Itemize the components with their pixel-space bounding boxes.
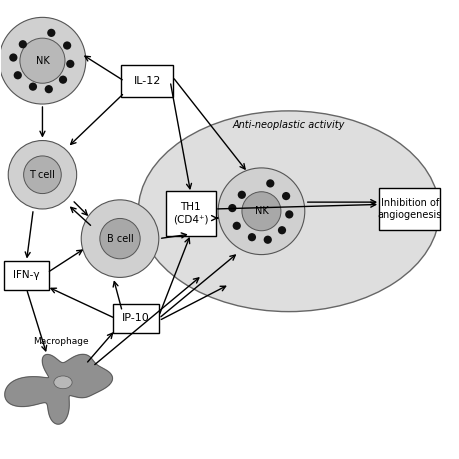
Circle shape bbox=[0, 17, 86, 104]
Circle shape bbox=[238, 190, 246, 199]
Text: NK: NK bbox=[255, 206, 269, 216]
Ellipse shape bbox=[54, 376, 72, 389]
Circle shape bbox=[248, 233, 256, 241]
Circle shape bbox=[59, 76, 67, 84]
Circle shape bbox=[285, 210, 293, 218]
Text: IFN-γ: IFN-γ bbox=[13, 270, 40, 280]
Text: NK: NK bbox=[36, 56, 49, 66]
Ellipse shape bbox=[138, 111, 439, 312]
Circle shape bbox=[45, 85, 53, 93]
Text: Anti-neoplastic activity: Anti-neoplastic activity bbox=[233, 119, 345, 129]
Text: T cell: T cell bbox=[29, 170, 56, 180]
Circle shape bbox=[63, 41, 71, 50]
FancyBboxPatch shape bbox=[4, 261, 49, 290]
Text: B cell: B cell bbox=[106, 234, 134, 244]
Circle shape bbox=[242, 192, 281, 231]
Circle shape bbox=[282, 192, 290, 200]
Circle shape bbox=[266, 179, 274, 188]
Circle shape bbox=[100, 218, 140, 259]
Circle shape bbox=[20, 38, 65, 83]
Text: IL-12: IL-12 bbox=[134, 76, 161, 86]
Circle shape bbox=[14, 71, 22, 79]
Circle shape bbox=[233, 222, 241, 230]
FancyBboxPatch shape bbox=[166, 191, 216, 236]
FancyBboxPatch shape bbox=[121, 66, 174, 97]
Circle shape bbox=[278, 226, 286, 235]
Circle shape bbox=[263, 235, 272, 244]
Circle shape bbox=[19, 40, 27, 48]
Circle shape bbox=[9, 53, 17, 62]
Circle shape bbox=[47, 29, 56, 37]
Circle shape bbox=[29, 83, 37, 91]
Text: IP-10: IP-10 bbox=[122, 313, 150, 324]
Circle shape bbox=[8, 140, 77, 209]
Text: Inhibition of
angiogenesis: Inhibition of angiogenesis bbox=[377, 198, 442, 220]
Text: TH1
(CD4⁺): TH1 (CD4⁺) bbox=[173, 202, 208, 225]
Circle shape bbox=[228, 204, 236, 212]
Circle shape bbox=[81, 200, 159, 277]
Circle shape bbox=[218, 168, 305, 255]
FancyBboxPatch shape bbox=[113, 304, 158, 333]
Circle shape bbox=[23, 156, 61, 194]
FancyBboxPatch shape bbox=[379, 188, 440, 230]
Circle shape bbox=[66, 60, 74, 68]
Polygon shape bbox=[5, 354, 112, 424]
Text: Macrophage: Macrophage bbox=[33, 337, 89, 346]
